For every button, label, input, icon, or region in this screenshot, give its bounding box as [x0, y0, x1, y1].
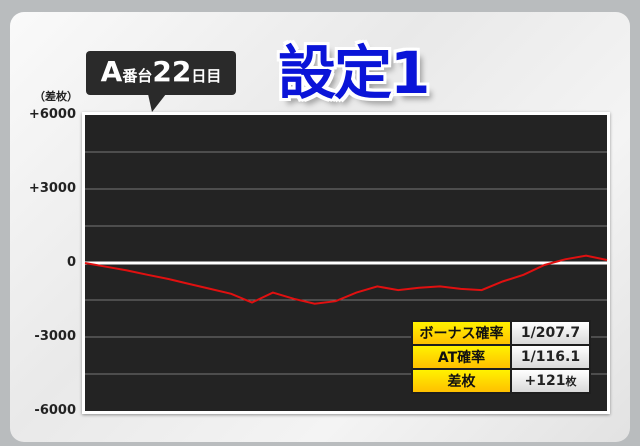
- stat-row-at: AT確率 1/116.1: [413, 346, 589, 368]
- stat-label: 差枚: [413, 370, 510, 392]
- y-axis-label: （差枚）: [34, 90, 78, 103]
- day-label: 日目: [191, 67, 222, 85]
- stat-value: +121枚: [512, 370, 589, 392]
- stat-row-bonus: ボーナス確率 1/207.7: [413, 322, 589, 344]
- stat-label: AT確率: [413, 346, 510, 368]
- y-tick-label: +3000: [28, 181, 76, 196]
- y-tick-label: 0: [66, 255, 76, 270]
- stat-value: 1/116.1: [512, 346, 589, 368]
- page-title: 設定1: [278, 39, 430, 107]
- machine-day-badge: A 番台 22 日目: [86, 51, 236, 112]
- series-line: [84, 254, 608, 305]
- machine-label: 番台: [122, 67, 153, 85]
- stats-table: ボーナス確率 1/207.7 AT確率 1/116.1 差枚 +121枚: [411, 320, 591, 394]
- y-tick-label: -6000: [34, 403, 76, 418]
- y-tick-label: -3000: [34, 329, 76, 344]
- stat-row-diff: 差枚 +121枚: [413, 370, 589, 392]
- day-number: 22: [152, 55, 192, 88]
- stat-value: 1/207.7: [512, 322, 589, 344]
- stat-label: ボーナス確率: [413, 322, 510, 344]
- y-tick-label: +6000: [28, 107, 76, 122]
- machine-prefix: A: [100, 55, 123, 88]
